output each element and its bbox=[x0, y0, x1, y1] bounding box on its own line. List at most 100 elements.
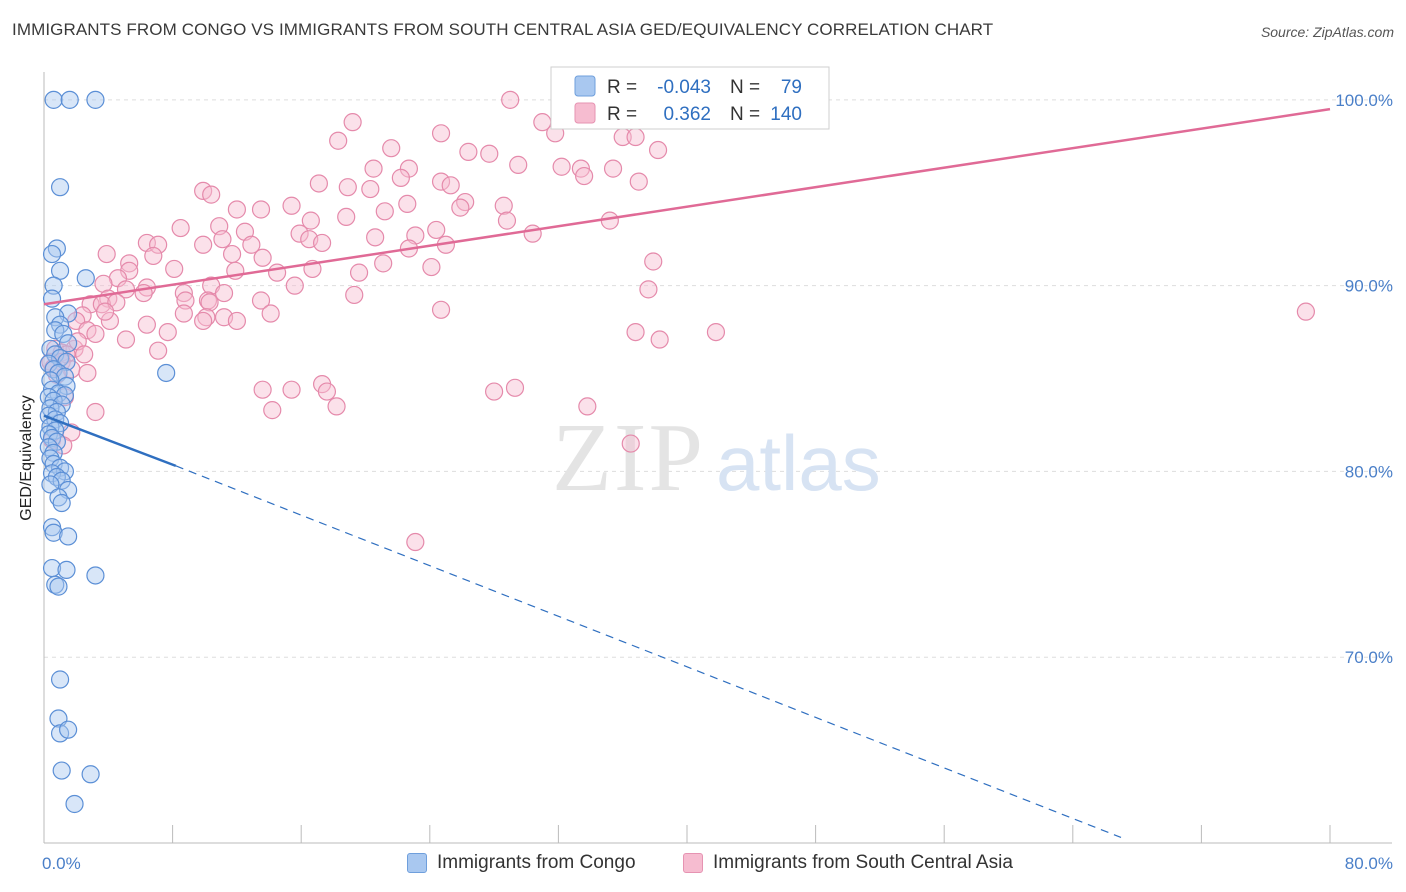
point-congo-67 bbox=[59, 720, 78, 739]
point-south-central-asia-11 bbox=[480, 144, 499, 163]
point-south-central-asia-127 bbox=[327, 397, 346, 416]
point-south-central-asia-27 bbox=[202, 185, 221, 204]
point-south-central-asia-65 bbox=[165, 259, 184, 279]
point-congo-54 bbox=[52, 493, 71, 513]
point-south-central-asia-69 bbox=[349, 263, 369, 282]
bottom-legend-congo: Immigrants from Congo bbox=[407, 852, 636, 874]
point-congo-7 bbox=[76, 269, 95, 288]
point-south-central-asia-43 bbox=[427, 220, 446, 240]
point-congo-69 bbox=[81, 765, 100, 784]
point-south-central-asia-133 bbox=[406, 532, 425, 552]
point-south-central-asia-53 bbox=[149, 235, 168, 254]
y-tick-label-2: 80.0% bbox=[1345, 462, 1393, 481]
legend-swatch-south-central-asia bbox=[574, 102, 596, 124]
point-south-central-asia-57 bbox=[222, 244, 242, 264]
point-south-central-asia-23 bbox=[309, 174, 328, 193]
point-south-central-asia-32 bbox=[494, 196, 513, 215]
point-congo-5 bbox=[42, 244, 62, 264]
point-south-central-asia-80 bbox=[176, 291, 195, 310]
point-south-central-asia-103 bbox=[261, 304, 280, 323]
point-south-central-asia-21 bbox=[431, 172, 451, 191]
point-south-central-asia-31 bbox=[282, 196, 301, 215]
point-congo-57 bbox=[59, 527, 78, 546]
point-south-central-asia-18 bbox=[575, 166, 594, 186]
trend-lines bbox=[43, 107, 1331, 838]
axes bbox=[43, 72, 1392, 844]
point-south-central-asia-6 bbox=[343, 113, 362, 132]
watermark-atlas: atlas bbox=[716, 419, 881, 507]
point-south-central-asia-88 bbox=[345, 285, 364, 305]
point-south-central-asia-17 bbox=[603, 159, 623, 178]
point-congo-2 bbox=[86, 90, 105, 109]
point-congo-4 bbox=[47, 239, 66, 258]
point-congo-61 bbox=[46, 575, 65, 594]
watermark-zip: ZIP bbox=[552, 404, 705, 512]
point-south-central-asia-93 bbox=[227, 311, 246, 331]
point-south-central-asia-51 bbox=[194, 235, 213, 254]
legend-n-value-congo: 79 bbox=[781, 77, 802, 98]
legend-n-label-south-central-asia: N = bbox=[730, 104, 760, 125]
point-south-central-asia-90 bbox=[174, 304, 193, 323]
point-south-central-asia-105 bbox=[86, 324, 105, 344]
bottom-legend-swatch-south-central-asia bbox=[683, 853, 703, 873]
point-congo-1 bbox=[60, 90, 79, 109]
point-south-central-asia-94 bbox=[194, 311, 213, 331]
trendline-congo bbox=[43, 414, 177, 468]
legend-r-value-congo: -0.043 bbox=[657, 77, 711, 98]
point-congo-8 bbox=[44, 276, 63, 295]
point-south-central-asia-9 bbox=[382, 139, 401, 158]
point-south-central-asia-48 bbox=[213, 230, 232, 249]
legend-swatch-congo bbox=[574, 75, 596, 97]
point-south-central-asia-20 bbox=[629, 172, 648, 191]
point-south-central-asia-99 bbox=[431, 300, 451, 319]
point-south-central-asia-125 bbox=[317, 382, 337, 401]
trendline-congo-extension bbox=[175, 465, 1122, 838]
point-south-central-asia-63 bbox=[374, 254, 393, 273]
point-south-central-asia-24 bbox=[338, 178, 357, 197]
gridlines bbox=[44, 99, 1392, 658]
point-south-central-asia-4 bbox=[626, 127, 645, 147]
legend-n-label-congo: N = bbox=[730, 77, 760, 98]
y-tick-label-0: 100.0% bbox=[1335, 91, 1393, 110]
point-south-central-asia-12 bbox=[364, 159, 383, 178]
y-axis-label: GED/Equivalency bbox=[18, 395, 35, 520]
x-tick-label-min: 0.0% bbox=[42, 854, 81, 873]
point-south-central-asia-106 bbox=[626, 322, 645, 342]
point-south-central-asia-47 bbox=[366, 228, 385, 247]
point-south-central-asia-39 bbox=[600, 211, 619, 230]
legend-box: R = -0.043 N = 79 R = 0.362 N = 140 bbox=[550, 66, 830, 130]
trendline-south-central-asia bbox=[43, 107, 1331, 306]
legend-r-label-south-central-asia: R = bbox=[607, 104, 637, 125]
point-south-central-asia-120 bbox=[78, 363, 97, 383]
point-south-central-asia-30 bbox=[227, 200, 246, 219]
point-south-central-asia-49 bbox=[523, 224, 542, 243]
point-south-central-asia-60 bbox=[253, 248, 272, 267]
point-south-central-asia-128 bbox=[263, 401, 282, 420]
point-south-central-asia-7 bbox=[431, 124, 451, 143]
point-south-central-asia-131 bbox=[578, 397, 597, 416]
point-congo-51 bbox=[41, 475, 60, 494]
point-south-central-asia-132 bbox=[621, 434, 640, 453]
point-south-central-asia-109 bbox=[116, 330, 136, 349]
point-congo-62 bbox=[49, 577, 68, 596]
point-south-central-asia-101 bbox=[137, 315, 156, 334]
legend-r-value-south-central-asia: 0.362 bbox=[663, 104, 711, 125]
point-south-central-asia-37 bbox=[497, 211, 517, 230]
point-south-central-asia-28 bbox=[456, 192, 475, 212]
point-south-central-asia-19 bbox=[391, 168, 410, 187]
y-tick-labels: 100.0% 90.0% 80.0% 70.0% bbox=[1335, 91, 1393, 667]
legend-n-value-south-central-asia: 140 bbox=[770, 104, 802, 125]
point-south-central-asia-59 bbox=[144, 246, 163, 266]
x-tick-label-max: 80.0% bbox=[1345, 854, 1393, 873]
point-south-central-asia-117 bbox=[75, 345, 94, 364]
point-south-central-asia-0 bbox=[501, 90, 520, 109]
bottom-legend-label-congo: Immigrants from Congo bbox=[437, 852, 636, 873]
point-south-central-asia-22 bbox=[441, 176, 460, 195]
point-congo-16 bbox=[41, 339, 60, 358]
point-south-central-asia-102 bbox=[158, 322, 177, 342]
point-south-central-asia-38 bbox=[301, 211, 320, 230]
point-south-central-asia-74 bbox=[285, 276, 304, 295]
point-congo-53 bbox=[49, 488, 68, 507]
point-south-central-asia-116 bbox=[149, 341, 168, 360]
point-south-central-asia-35 bbox=[251, 200, 271, 219]
